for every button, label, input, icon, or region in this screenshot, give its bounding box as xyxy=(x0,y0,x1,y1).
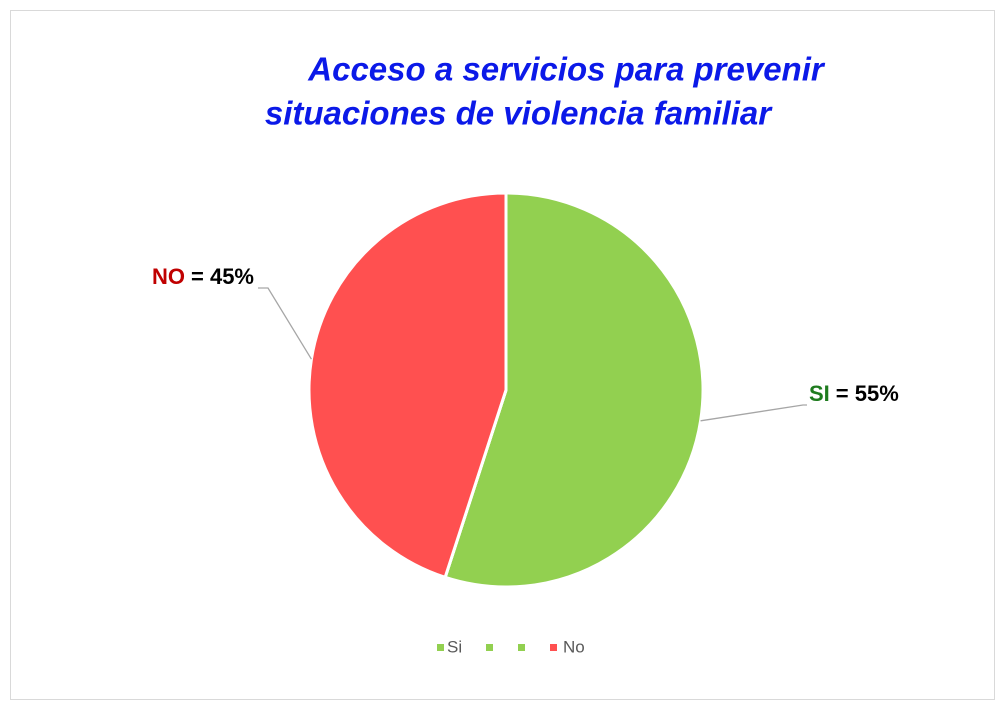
legend-label: Si xyxy=(447,637,462,656)
chart-title: Acceso a servicios para prevenir xyxy=(307,51,826,88)
data-label: NO = 45% xyxy=(152,264,254,289)
data-label-name: SI xyxy=(809,381,830,406)
leader-line xyxy=(258,287,312,360)
data-label: SI = 55% xyxy=(809,381,899,406)
legend-marker xyxy=(486,644,493,651)
legend-marker xyxy=(518,644,525,651)
legend-marker xyxy=(437,644,444,651)
legend-label: No xyxy=(563,637,585,656)
data-label-value: = 45% xyxy=(191,264,254,289)
chart-title: situaciones de violencia familiar xyxy=(265,95,773,132)
data-label-name: NO xyxy=(152,264,185,289)
data-label-value: = 55% xyxy=(836,381,899,406)
leader-line xyxy=(700,404,807,422)
pie-slice xyxy=(307,191,508,580)
pie-slice xyxy=(443,191,705,589)
legend-marker xyxy=(550,644,557,651)
